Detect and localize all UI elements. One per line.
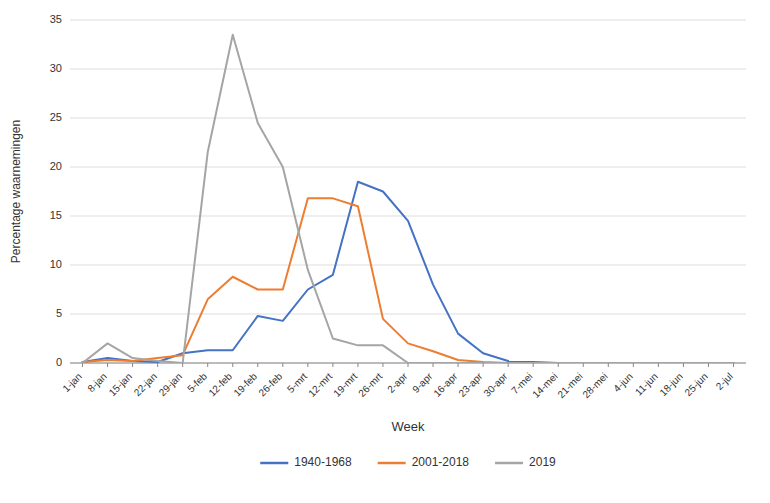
x-tick: [207, 363, 208, 367]
x-tick-label: 25-jun: [682, 371, 709, 398]
legend-item: 2001-2018: [378, 455, 470, 469]
y-tick-label: 20: [50, 160, 62, 172]
x-tick-label: 23-apr: [456, 370, 485, 399]
x-tick-label: 12-mrt: [306, 370, 334, 398]
x-tick: [433, 363, 434, 367]
x-tick-label: 2-apr: [385, 370, 410, 395]
x-tick: [232, 363, 233, 367]
x-tick: [658, 363, 659, 367]
x-tick: [82, 363, 83, 367]
x-tick: [708, 363, 709, 367]
y-grid: [70, 20, 746, 363]
legend-swatch: [260, 462, 288, 465]
series-line: [83, 182, 734, 363]
grid-line: [70, 20, 746, 21]
x-ticks: 1-jan8-jan15-jan22-jan29-jan5-feb12-feb1…: [60, 363, 734, 400]
x-tick: [382, 363, 383, 367]
legend-swatch: [378, 462, 406, 465]
x-tick-label: 21-mei: [555, 371, 584, 400]
legend-label: 1940-1968: [294, 455, 352, 469]
x-tick: [282, 363, 283, 367]
y-tick-label: 15: [50, 209, 62, 221]
x-tick: [533, 363, 534, 367]
x-tick-label: 8-jan: [85, 371, 109, 395]
y-tick-label: 10: [50, 258, 62, 270]
x-tick-label: 18-jun: [657, 371, 684, 398]
x-tick: [332, 363, 333, 367]
y-tick-label: 35: [50, 13, 62, 25]
x-tick-label: 14-mei: [530, 371, 559, 400]
x-tick: [307, 363, 308, 367]
x-tick-label: 1-jan: [60, 371, 84, 395]
x-tick: [483, 363, 484, 367]
x-tick-label: 26-mrt: [356, 370, 384, 398]
x-tick-label: 4-jun: [611, 371, 635, 395]
y-tick-labels: 0 5 10 15 20 25 30 35: [50, 13, 62, 368]
x-tick: [408, 363, 409, 367]
x-tick-label: 28-mei: [580, 371, 609, 400]
x-tick: [257, 363, 258, 367]
x-tick-label: 29-jan: [157, 371, 184, 398]
legend-label: 2019: [529, 455, 556, 469]
x-tick: [132, 363, 133, 367]
grid-line: [70, 216, 746, 217]
legend-item: 1940-1968: [260, 455, 352, 469]
x-tick-label: 15-jan: [107, 371, 134, 398]
y-tick-label: 5: [56, 307, 62, 319]
y-tick-label: 0: [56, 356, 62, 368]
x-tick: [558, 363, 559, 367]
y-tick-label: 25: [50, 111, 62, 123]
x-tick-label: 19-feb: [231, 370, 259, 398]
series-line: [83, 35, 734, 363]
grid-line: [70, 118, 746, 119]
x-tick: [683, 363, 684, 367]
legend: 1940-1968 2001-2018 2019: [260, 455, 556, 469]
y-axis-title: Percentage waarnemingen: [9, 120, 23, 263]
x-tick: [157, 363, 158, 367]
series-lines: [83, 35, 734, 363]
x-tick-label: 22-jan: [132, 371, 159, 398]
series-line: [83, 198, 734, 363]
x-tick: [633, 363, 634, 367]
legend-item: 2019: [495, 455, 556, 469]
grid-line: [70, 314, 746, 315]
x-tick: [733, 363, 734, 367]
grid-line: [70, 69, 746, 70]
x-tick-label: 12-feb: [206, 370, 234, 398]
x-tick: [357, 363, 358, 367]
x-tick: [458, 363, 459, 367]
chart: 0 5 10 15 20 25 30 35 1-jan8-jan15-jan22-jan29-j…: [0, 0, 770, 503]
x-tick: [182, 363, 183, 367]
x-tick-label: 26-feb: [256, 370, 284, 398]
x-tick-label: 30-apr: [481, 370, 510, 399]
x-axis-title: Week: [392, 419, 425, 434]
x-tick: [107, 363, 108, 367]
grid-line: [70, 265, 746, 266]
legend-label: 2001-2018: [412, 455, 470, 469]
legend-swatch: [495, 462, 523, 465]
x-tick-label: 19-mrt: [331, 370, 359, 398]
x-tick-label: 2-jul: [714, 371, 735, 392]
x-tick: [608, 363, 609, 367]
y-tick-label: 30: [50, 62, 62, 74]
x-tick: [583, 363, 584, 367]
x-tick-label: 11-jun: [633, 371, 660, 398]
grid-line: [70, 167, 746, 168]
x-tick: [508, 363, 509, 367]
x-tick-label: 16-apr: [431, 370, 460, 399]
